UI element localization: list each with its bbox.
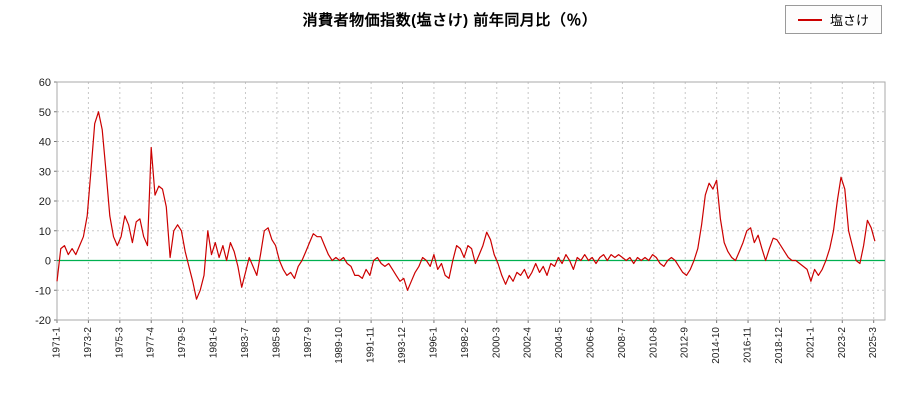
- y-tick-label: -10: [35, 285, 51, 297]
- y-tick-label: 40: [39, 137, 51, 149]
- x-tick-label: 1991-11: [366, 327, 377, 363]
- y-tick-label: 0: [45, 256, 51, 268]
- y-tick-label: 30: [39, 166, 51, 178]
- x-tick-label: 1983-7: [240, 327, 251, 359]
- x-tick-label: 2010-8: [648, 327, 659, 359]
- x-tick-label: 2002-4: [523, 327, 534, 359]
- x-tick-label: 1977-4: [146, 327, 157, 359]
- legend-label: 塩さけ: [829, 13, 869, 28]
- x-tick-label: 1998-2: [460, 327, 471, 359]
- y-tick-label: -20: [35, 315, 51, 327]
- x-tick-label: 1975-3: [114, 327, 125, 359]
- series-line: [56, 111, 876, 300]
- legend: 塩さけ: [784, 5, 882, 34]
- x-tick-label: 2016-11: [743, 327, 754, 363]
- x-tick-label: 2014-10: [711, 327, 722, 364]
- x-tick-label: 2012-9: [680, 327, 691, 359]
- x-tick-label: 2023-2: [837, 327, 848, 359]
- x-tick-label: 2018-12: [774, 327, 785, 364]
- x-tick-label: 1979-5: [177, 327, 188, 359]
- x-tick-label: 1971-1: [52, 327, 63, 359]
- legend-line-sample: [797, 18, 822, 21]
- x-tick-label: 2000-3: [491, 327, 502, 359]
- x-tick-label: 1993-12: [397, 327, 408, 364]
- x-tick-label: 1989-10: [334, 327, 345, 364]
- y-tick-label: 50: [39, 107, 51, 119]
- x-tick-label: 1996-1: [428, 327, 439, 359]
- x-tick-label: 2006-6: [585, 327, 596, 359]
- x-tick-label: 1973-2: [83, 327, 94, 359]
- x-tick-label: 1987-9: [303, 327, 314, 359]
- x-tick-label: 1981-6: [209, 327, 220, 359]
- plot-border: [56, 81, 886, 321]
- y-tick-label: 60: [39, 77, 51, 89]
- x-tick-label: 2008-7: [617, 327, 628, 359]
- chart-title: 消費者物価指数(塩さけ) 前年同月比（％）: [302, 12, 598, 29]
- y-tick-label: 20: [39, 196, 51, 208]
- x-tick-label: 2025-3: [868, 327, 879, 359]
- x-tick-label: 2021-1: [805, 327, 816, 359]
- x-tick-label: 1985-8: [271, 327, 282, 359]
- x-tick-label: 2004-5: [554, 327, 565, 359]
- y-tick-label: 10: [39, 226, 51, 238]
